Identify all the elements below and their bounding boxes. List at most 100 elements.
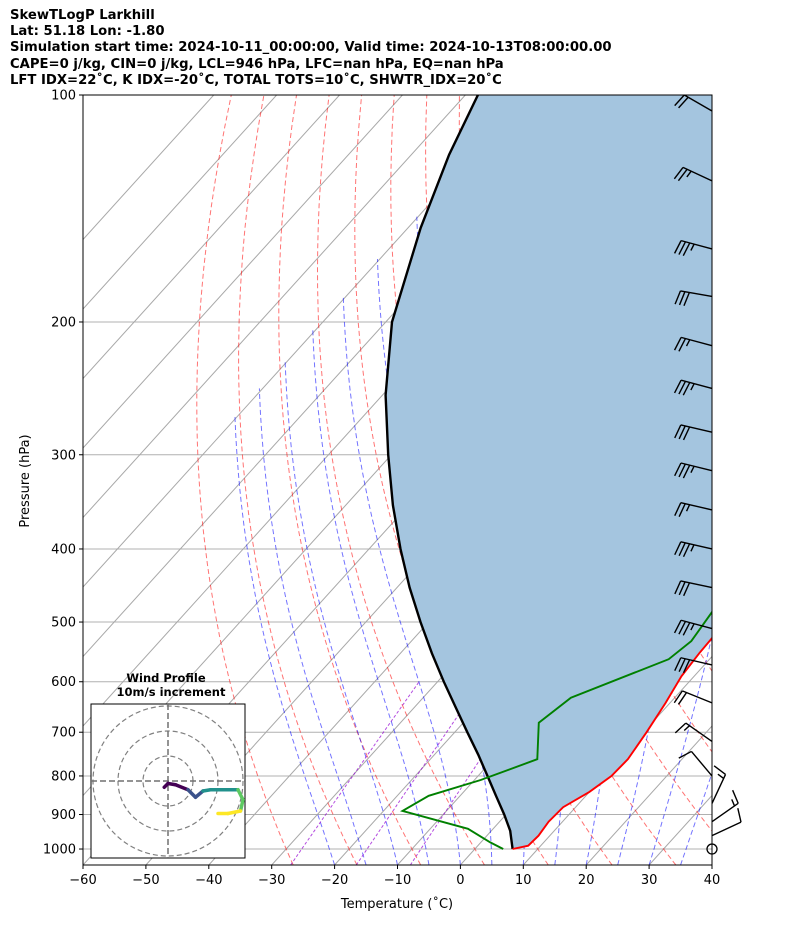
isotherm-line	[83, 95, 529, 588]
wind-barb	[674, 502, 713, 517]
dry-adiabat	[238, 95, 358, 865]
barb-flag	[678, 658, 686, 673]
barb-shaft	[680, 290, 713, 298]
barb-flag	[678, 750, 692, 759]
wind-barb	[678, 750, 713, 777]
barb-flag	[674, 94, 685, 107]
wind-barb	[711, 808, 742, 837]
wind-barb	[673, 239, 713, 257]
x-tick-label: −60	[69, 873, 96, 888]
barb-flag	[678, 291, 686, 306]
y-tick-label: 700	[51, 726, 76, 741]
barb-flag	[673, 379, 682, 394]
y-tick-label: 900	[51, 808, 76, 823]
y-tick-label: 400	[51, 542, 76, 557]
wind-barb	[674, 580, 713, 597]
isotherm-line	[83, 95, 278, 310]
barb-half-flag	[685, 504, 691, 512]
barb-flag	[677, 692, 688, 705]
x-axis-label: Temperature (˚C)	[340, 896, 453, 912]
barb-flag	[678, 463, 686, 478]
barb-shaft	[680, 502, 713, 511]
barb-shaft	[680, 580, 713, 589]
barb-flag	[678, 241, 687, 255]
chart-title: SkewTLogP Larkhill Lat: 51.18 Lon: -1.80…	[10, 8, 612, 89]
barb-flag	[673, 690, 683, 704]
y-tick-label: 500	[51, 616, 76, 631]
x-tick-label: 10	[515, 873, 532, 888]
barb-half-flag	[690, 544, 695, 552]
dry-adiabat	[785, 95, 794, 865]
barb-shaft	[680, 541, 713, 550]
moist-adiabat	[377, 258, 493, 865]
title-line-location: Lat: 51.18 Lon: -1.80	[10, 24, 165, 40]
calm-wind-circle	[706, 843, 718, 855]
barb-half-flag	[717, 773, 725, 780]
x-tick-label: −10	[384, 873, 411, 888]
barb-shaft	[711, 821, 742, 837]
x-tick-label: 0	[456, 873, 464, 888]
barb-flag	[678, 621, 687, 635]
hodograph-segment	[226, 809, 243, 816]
temperature-line	[512, 636, 712, 850]
barb-flag	[674, 580, 682, 595]
barb-half-flag	[686, 170, 692, 178]
barb-flag	[713, 765, 726, 775]
mixing-ratio-line	[290, 681, 420, 865]
barb-flag	[737, 808, 742, 823]
barb-shaft	[680, 336, 713, 347]
wind-barb	[673, 619, 713, 636]
barb-shaft	[680, 619, 713, 630]
dewpoint-line	[400, 610, 712, 850]
barb-shaft	[680, 239, 713, 250]
barb-flag	[682, 242, 691, 257]
barb-flag	[674, 722, 687, 734]
barb-flag	[674, 290, 682, 305]
wind-barb	[673, 166, 713, 182]
barb-shaft	[711, 802, 739, 823]
barb-flag	[678, 581, 686, 596]
moist-adiabat	[284, 360, 398, 865]
x-tick-label: 20	[578, 873, 595, 888]
barb-half-flag	[685, 339, 691, 347]
barb-flag	[674, 502, 682, 516]
moist-adiabat	[258, 388, 367, 865]
moist-adiabat	[312, 330, 430, 865]
barb-shaft	[682, 690, 713, 704]
isotherm-line	[711, 864, 712, 865]
moist-adiabat	[711, 863, 712, 865]
dry-adiabat	[278, 95, 422, 865]
wind-barb	[674, 722, 713, 743]
wind-barb	[673, 690, 713, 705]
barb-flag	[678, 503, 686, 517]
isotherm-line	[83, 95, 466, 519]
wind-barb	[706, 843, 718, 855]
plot-area	[83, 95, 794, 865]
wind-barb	[674, 290, 713, 306]
parcel-profile-line	[384, 95, 514, 850]
title-line-times: Simulation start time: 2024-10-11_00:00:…	[10, 40, 612, 56]
wind-barbs	[673, 94, 742, 855]
barb-half-flag	[690, 243, 695, 251]
title-line-cape: CAPE=0 j/kg, CIN=0 j/kg, LCL=946 hPa, LF…	[10, 56, 504, 72]
barb-shaft	[711, 774, 727, 804]
y-tick-label: 1000	[43, 843, 76, 858]
barb-shaft	[680, 462, 713, 472]
dry-adiabat	[753, 95, 794, 865]
hodograph-segment	[236, 788, 245, 802]
title-line-indices: LFT IDX=22˚C, K IDX=-20˚C, TOTAL TOTS=10…	[10, 72, 502, 88]
wind-barb	[674, 462, 713, 479]
x-tick-label: 40	[704, 873, 721, 888]
wind-barb	[674, 94, 713, 112]
y-tick-label: 600	[51, 675, 76, 690]
wind-barb	[674, 541, 713, 558]
hodograph-title: Wind Profile	[126, 671, 206, 685]
barb-shaft	[680, 379, 713, 390]
barb-flag	[678, 542, 686, 557]
x-tick-label: 30	[641, 873, 658, 888]
isotherm-line	[83, 95, 215, 241]
x-tick-label: −50	[132, 873, 159, 888]
barb-shaft	[690, 750, 713, 777]
barb-flag	[678, 381, 687, 395]
